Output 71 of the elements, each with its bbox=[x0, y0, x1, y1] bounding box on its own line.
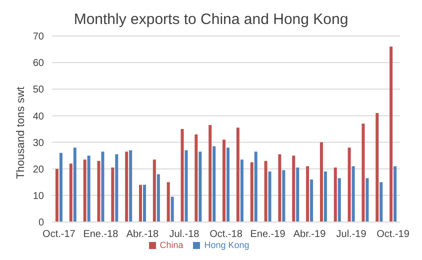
x-tick-label: Oct.-18 bbox=[210, 229, 243, 240]
bar bbox=[101, 152, 104, 222]
bar bbox=[139, 184, 142, 222]
bar bbox=[282, 170, 286, 222]
bar bbox=[390, 46, 393, 222]
bar bbox=[97, 160, 100, 222]
y-tick-label: 10 bbox=[32, 190, 44, 202]
legend-label: Hong Kong bbox=[204, 240, 250, 250]
bar bbox=[166, 182, 170, 222]
bar bbox=[338, 178, 341, 222]
bar bbox=[226, 148, 230, 222]
bar bbox=[296, 168, 300, 222]
y-tick-label: 50 bbox=[32, 84, 44, 96]
bar bbox=[376, 113, 379, 222]
bar bbox=[73, 148, 76, 222]
y-tick-label: 0 bbox=[38, 218, 44, 229]
bar bbox=[111, 168, 114, 222]
y-tick-label: 70 bbox=[32, 32, 44, 43]
bar bbox=[236, 128, 240, 222]
bar bbox=[292, 156, 296, 222]
x-tick-label: Jul.-18 bbox=[169, 229, 200, 240]
bar bbox=[264, 160, 268, 222]
bar bbox=[170, 196, 174, 222]
bar bbox=[394, 166, 397, 222]
bar bbox=[83, 160, 86, 222]
bar bbox=[278, 154, 282, 222]
y-tick-label: 30 bbox=[32, 138, 44, 149]
bar bbox=[55, 168, 58, 222]
chart-title: Monthly exports to China and Hong Kong bbox=[72, 10, 350, 30]
bar bbox=[198, 152, 202, 222]
bar bbox=[180, 129, 184, 222]
bar bbox=[129, 150, 132, 222]
bar bbox=[143, 184, 146, 222]
x-tick-label: Abr.-19 bbox=[293, 229, 326, 240]
y-tick-label: 60 bbox=[32, 58, 44, 70]
bar bbox=[240, 160, 244, 222]
bar bbox=[380, 182, 383, 222]
bar bbox=[268, 172, 272, 222]
bar bbox=[212, 146, 216, 222]
bar bbox=[87, 156, 90, 222]
bar bbox=[222, 140, 226, 222]
x-tick-label: Ene.-18 bbox=[83, 229, 119, 240]
bar bbox=[352, 166, 355, 222]
bar bbox=[334, 168, 337, 222]
bar bbox=[362, 124, 365, 222]
bar bbox=[125, 152, 128, 222]
bar bbox=[208, 125, 212, 222]
x-tick-label: Ene.-19 bbox=[250, 229, 286, 240]
bar bbox=[366, 178, 369, 222]
bar bbox=[348, 148, 351, 222]
bar bbox=[156, 174, 160, 222]
y-tick-label: 20 bbox=[32, 164, 44, 176]
x-tick-label: Oct.-19 bbox=[376, 229, 410, 240]
bar bbox=[310, 179, 314, 222]
bar bbox=[69, 164, 72, 222]
bar bbox=[324, 172, 327, 222]
x-tick-label: Jul.-19 bbox=[336, 229, 367, 240]
bar bbox=[250, 162, 254, 222]
bar bbox=[184, 150, 188, 222]
bar bbox=[254, 152, 258, 222]
x-tick-label: Abr.-18 bbox=[126, 229, 160, 240]
x-tick-label: Oct.-17 bbox=[42, 229, 76, 240]
bar bbox=[152, 160, 156, 222]
y-axis-title: Thousand tons swt bbox=[14, 86, 27, 179]
bar bbox=[306, 166, 310, 222]
y-tick-label: 40 bbox=[32, 111, 44, 122]
legend-label: China bbox=[160, 240, 184, 250]
bar bbox=[194, 134, 198, 222]
bar bbox=[115, 154, 118, 222]
bar bbox=[59, 152, 62, 222]
bar bbox=[320, 142, 323, 222]
